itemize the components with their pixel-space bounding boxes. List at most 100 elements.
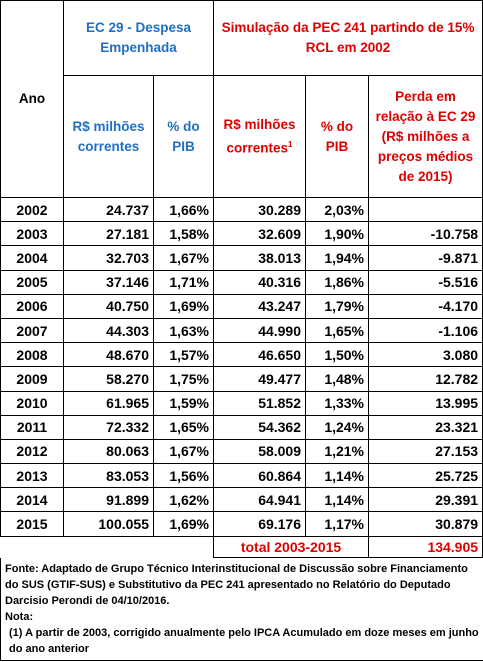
value-cell: 37.146	[63, 269, 154, 295]
table-row: 2012 80.063 1,67% 58.009 1,21% 27.153	[0, 438, 483, 465]
value-cell: 2,03%	[305, 196, 370, 223]
source: Fonte: Adaptado de Grupo Técnico Interin…	[5, 562, 468, 607]
table-row: 2003 27.181 1,58% 32.609 1,90% -10.758	[0, 221, 483, 247]
value-cell: 30.879	[368, 511, 483, 537]
value-cell: 80.063	[63, 438, 154, 465]
note-marker: 1	[288, 139, 293, 149]
value-cell: 100.055	[63, 511, 154, 537]
header-cell: % do PIB	[305, 75, 370, 198]
year-cell: 2009	[0, 366, 64, 392]
header-cell: Perda em relação à EC 29 (R$ milhões a p…	[368, 75, 483, 198]
value-cell: 1,24%	[305, 414, 370, 440]
year-cell: 2003	[0, 221, 64, 247]
year-cell: 2005	[0, 269, 64, 295]
value-cell: 58.270	[63, 366, 154, 392]
value-cell: 27.153	[368, 438, 483, 465]
value-cell: 1,94%	[305, 245, 370, 271]
value-cell: 83.053	[63, 463, 154, 489]
value-cell: 1,69%	[152, 511, 215, 537]
value-cell: 51.852	[213, 390, 307, 416]
header-text: R$ milhões correntes	[223, 116, 296, 156]
year-cell: 2002	[0, 196, 64, 223]
value-cell: 1,86%	[305, 269, 370, 295]
value-cell: 1,17%	[305, 511, 370, 537]
year-cell: 2004	[0, 245, 64, 271]
value-cell: 1,57%	[152, 342, 215, 368]
value-cell: 61.965	[63, 390, 154, 416]
value-cell: 25.725	[368, 463, 483, 489]
table-row: 2006 40.750 1,69% 43.247 1,79% -4.170	[0, 293, 483, 319]
total-row: total 2003-2015 134.905	[0, 535, 483, 558]
value-cell: 1,67%	[152, 245, 215, 271]
value-cell: 1,14%	[305, 463, 370, 489]
data-table: Ano EC 29 - Despesa Empenhada Simulação …	[0, 0, 483, 558]
value-cell: 1,62%	[152, 487, 215, 513]
value-cell: 72.332	[63, 414, 154, 440]
value-cell: 40.750	[63, 293, 154, 319]
value-cell	[368, 196, 483, 223]
table-row: 2015 100.055 1,69% 69.176 1,17% 30.879	[0, 511, 483, 537]
value-cell: -10.758	[368, 221, 483, 247]
value-cell: 32.703	[63, 245, 154, 271]
table-row: 2004 32.703 1,67% 38.013 1,94% -9.871	[0, 245, 483, 271]
value-cell: 29.391	[368, 487, 483, 513]
value-cell: 1,69%	[152, 293, 215, 319]
value-cell: 1,65%	[305, 317, 370, 344]
value-cell: -9.871	[368, 245, 483, 271]
value-cell: 1,59%	[152, 390, 215, 416]
value-cell: 43.247	[213, 293, 307, 319]
value-cell: 32.609	[213, 221, 307, 247]
value-cell: 3.080	[368, 342, 483, 368]
value-cell: -5.516	[368, 269, 483, 295]
value-cell: 23.321	[368, 414, 483, 440]
value-cell: 12.782	[368, 366, 483, 392]
empty-cell	[63, 535, 154, 558]
table-row: 2011 72.332 1,65% 54.362 1,24% 23.321	[0, 414, 483, 440]
header-year: Ano	[0, 0, 64, 198]
year-cell: 2007	[0, 317, 64, 344]
year-cell: 2006	[0, 293, 64, 319]
table-row: 2014 91.899 1,62% 64.941 1,14% 29.391	[0, 487, 483, 513]
value-cell: 1,75%	[152, 366, 215, 392]
note: (1) A partir de 2003, corrigido anualmen…	[9, 626, 479, 655]
value-cell: 48.670	[63, 342, 154, 368]
table-row: 2005 37.146 1,71% 40.316 1,86% -5.516	[0, 269, 483, 295]
header-cell: R$ milhões correntes	[63, 75, 154, 198]
value-cell: 40.316	[213, 269, 307, 295]
value-cell: 1,33%	[305, 390, 370, 416]
value-cell: 27.181	[63, 221, 154, 247]
value-cell: 1,63%	[152, 317, 215, 344]
value-cell: 1,50%	[305, 342, 370, 368]
year-cell: 2010	[0, 390, 64, 416]
value-cell: 54.362	[213, 414, 307, 440]
value-cell: 24.737	[63, 196, 154, 223]
table-row: 2013 83.053 1,56% 60.864 1,14% 25.725	[0, 463, 483, 489]
year-cell: 2015	[0, 511, 64, 537]
value-cell: 1,66%	[152, 196, 215, 223]
value-cell: -1.106	[368, 317, 483, 344]
value-cell: 1,48%	[305, 366, 370, 392]
table-row: 2010 61.965 1,59% 51.852 1,33% 13.995	[0, 390, 483, 416]
value-cell: 1,58%	[152, 221, 215, 247]
note-title: Nota:	[5, 610, 34, 623]
total-value: 134.905	[368, 535, 483, 558]
header-cell: % do PIB	[152, 75, 215, 198]
table-body: 2002 24.737 1,66% 30.289 2,03% 2003 27.181 1,58…	[0, 196, 483, 558]
value-cell: 1,65%	[152, 414, 215, 440]
value-cell: 58.009	[213, 438, 307, 465]
value-cell: 46.650	[213, 342, 307, 368]
header-group: EC 29 - Despesa Empenhada	[62, 0, 215, 76]
table-row: 2002 24.737 1,66% 30.289 2,03%	[0, 196, 483, 223]
footer: Fonte: Adaptado de Grupo Técnico Interin…	[0, 557, 483, 661]
value-cell: 1,71%	[152, 269, 215, 295]
value-cell: 1,56%	[152, 463, 215, 489]
table-row: 2008 48.670 1,57% 46.650 1,50% 3.080	[0, 342, 483, 368]
value-cell: 1,79%	[305, 293, 370, 319]
value-cell: 1,90%	[305, 221, 370, 247]
value-cell: 30.289	[213, 196, 307, 223]
year-cell: 2014	[0, 487, 64, 513]
value-cell: 1,21%	[305, 438, 370, 465]
value-cell: 60.864	[213, 463, 307, 489]
empty-cell	[153, 535, 214, 558]
